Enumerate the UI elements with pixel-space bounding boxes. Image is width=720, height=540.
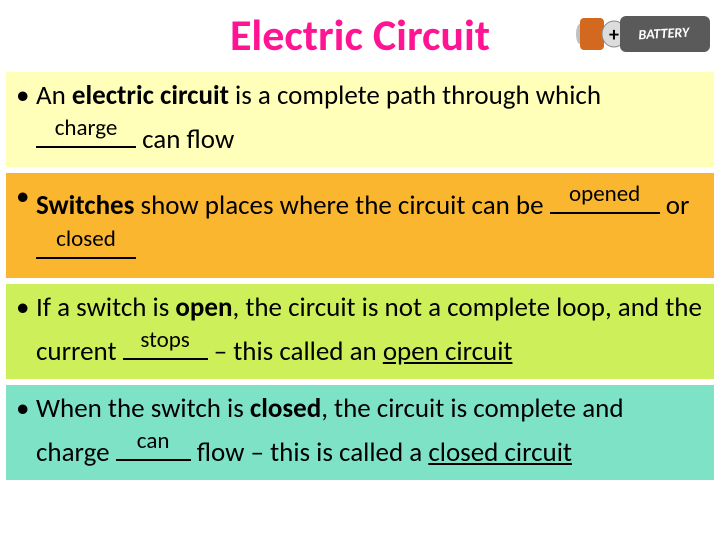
fill-blank: stops — [123, 325, 208, 360]
blank-answer: closed — [36, 225, 136, 255]
text-run: Switches — [36, 189, 134, 222]
text-run: or — [660, 189, 690, 222]
text-run: is a complete path through which — [229, 79, 601, 112]
bullet-marker: • — [16, 391, 36, 426]
bullet-item: •Switches show places where the circuit … — [6, 173, 714, 277]
blank-answer: charge — [36, 114, 136, 144]
bullet-text: If a switch is open, the circuit is not … — [36, 290, 702, 369]
blank-answer: can — [116, 427, 191, 457]
bullet-item: •An electric circuit is a complete path … — [6, 72, 714, 167]
bullet-text: An electric circuit is a complete path t… — [36, 78, 702, 157]
fill-blank: opened — [550, 179, 660, 214]
bullet-marker: • — [16, 179, 36, 214]
text-run: When the switch is — [36, 392, 250, 425]
text-run: flow – this is called a — [191, 436, 429, 469]
bullet-item: •When the switch is closed, the circuit … — [6, 385, 714, 480]
text-run: If a switch is — [36, 291, 175, 324]
text-run: open circuit — [383, 335, 513, 368]
fill-blank: closed — [36, 223, 136, 258]
text-run: open — [175, 291, 232, 324]
battery-graphic: + BATTERY — [572, 10, 712, 58]
battery-label: BATTERY — [638, 24, 691, 44]
fill-blank: can — [116, 426, 191, 461]
bullets-list: •An electric circuit is a complete path … — [0, 72, 720, 480]
text-run: closed circuit — [428, 436, 572, 469]
bullet-text: When the switch is closed, the circuit i… — [36, 391, 702, 470]
text-run: show places where the circuit can be — [134, 189, 549, 222]
bullet-item: •If a switch is open, the circuit is not… — [6, 284, 714, 379]
bullet-text: Switches show places where the circuit c… — [36, 179, 702, 267]
text-run: An — [36, 79, 72, 112]
blank-answer: opened — [550, 180, 660, 210]
text-run: can flow — [136, 123, 234, 156]
battery-plus: + — [609, 23, 619, 47]
blank-answer: stops — [123, 326, 208, 356]
text-run: closed — [250, 392, 321, 425]
text-run: – this called an — [208, 335, 383, 368]
bullet-marker: • — [16, 290, 36, 325]
text-run: electric circuit — [72, 79, 229, 112]
bullet-marker: • — [16, 78, 36, 113]
fill-blank: charge — [36, 113, 136, 148]
